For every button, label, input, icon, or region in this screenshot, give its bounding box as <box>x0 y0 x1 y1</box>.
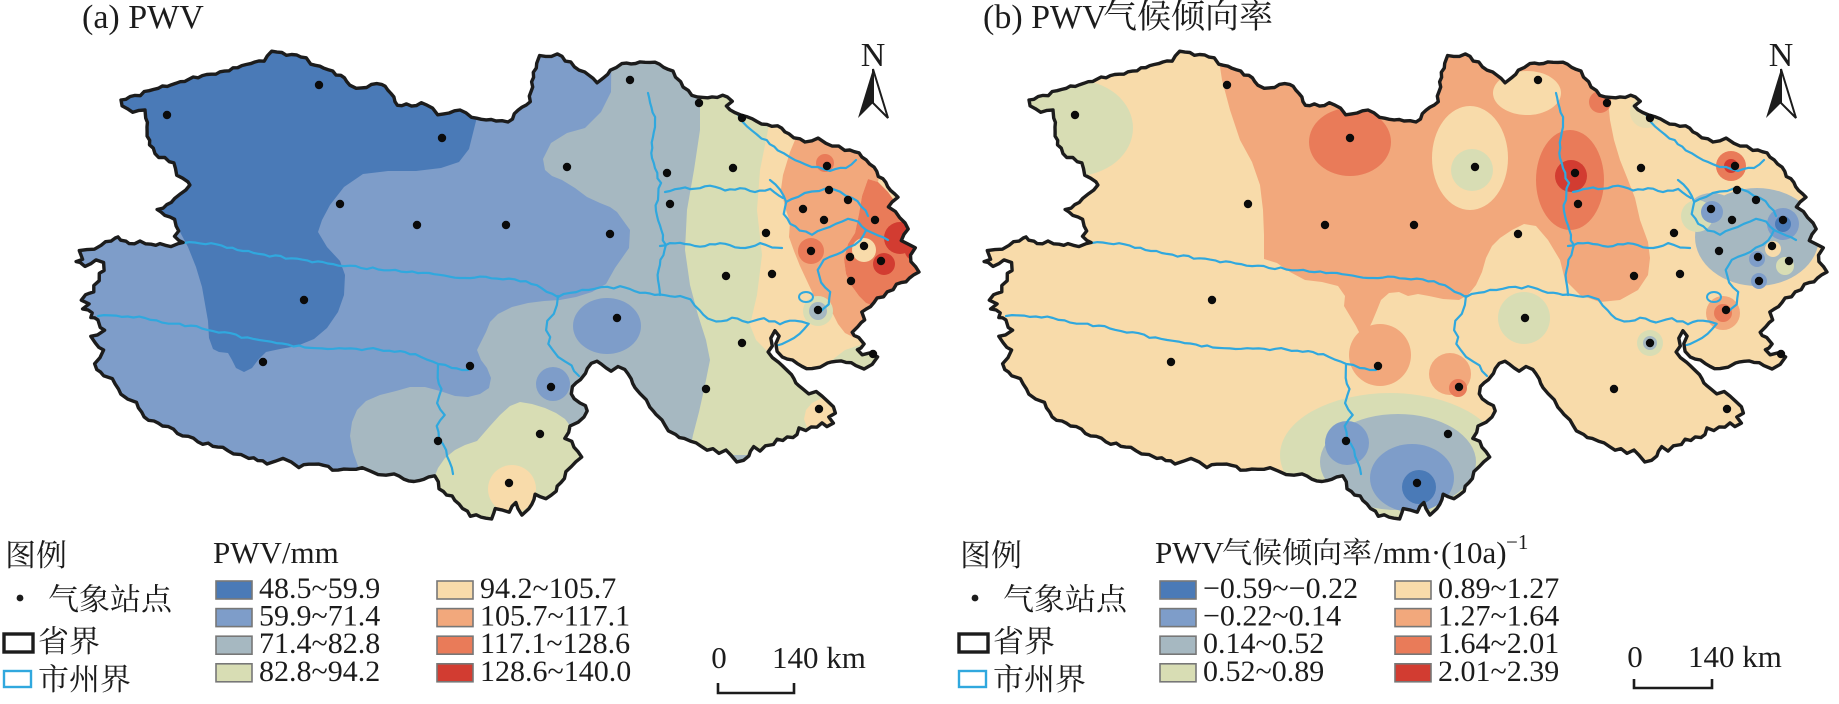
svg-text:N: N <box>1769 37 1794 74</box>
svg-text:−1: −1 <box>1506 530 1528 554</box>
svg-text:0: 0 <box>711 640 727 675</box>
svg-text:48.5~59.9: 48.5~59.9 <box>259 572 380 605</box>
svg-text:N: N <box>861 37 886 74</box>
svg-text:82.8~94.2: 82.8~94.2 <box>259 655 380 688</box>
svg-text:140 km: 140 km <box>772 640 866 675</box>
svg-text:(a) PWV: (a) PWV <box>82 0 204 36</box>
svg-text:71.4~82.8: 71.4~82.8 <box>259 627 380 660</box>
svg-text:0: 0 <box>1627 639 1643 674</box>
svg-text:117.1~128.6: 117.1~128.6 <box>480 627 630 660</box>
svg-text:94.2~105.7: 94.2~105.7 <box>480 572 616 605</box>
svg-text:PWV: PWV <box>1155 535 1225 570</box>
svg-text:0.52~0.89: 0.52~0.89 <box>1203 655 1324 688</box>
svg-text:140 km: 140 km <box>1688 639 1782 674</box>
svg-text:0.14~0.52: 0.14~0.52 <box>1203 627 1324 660</box>
svg-text:2.01~2.39: 2.01~2.39 <box>1438 655 1559 688</box>
svg-text:128.6~140.0: 128.6~140.0 <box>480 655 631 688</box>
svg-text:0.89~1.27: 0.89~1.27 <box>1438 572 1559 605</box>
svg-text:59.9~71.4: 59.9~71.4 <box>259 600 380 633</box>
svg-text:−0.22~0.14: −0.22~0.14 <box>1203 600 1341 633</box>
svg-text:−0.59~−0.22: −0.59~−0.22 <box>1203 572 1358 605</box>
svg-text:1.64~2.01: 1.64~2.01 <box>1438 627 1559 660</box>
svg-text:1.27~1.64: 1.27~1.64 <box>1438 600 1559 633</box>
svg-text:PWV/mm: PWV/mm <box>213 535 339 570</box>
svg-text:105.7~117.1: 105.7~117.1 <box>480 600 630 633</box>
svg-text:/mm·(10a): /mm·(10a) <box>1374 535 1507 570</box>
svg-text:(b) PWV: (b) PWV <box>983 0 1107 36</box>
